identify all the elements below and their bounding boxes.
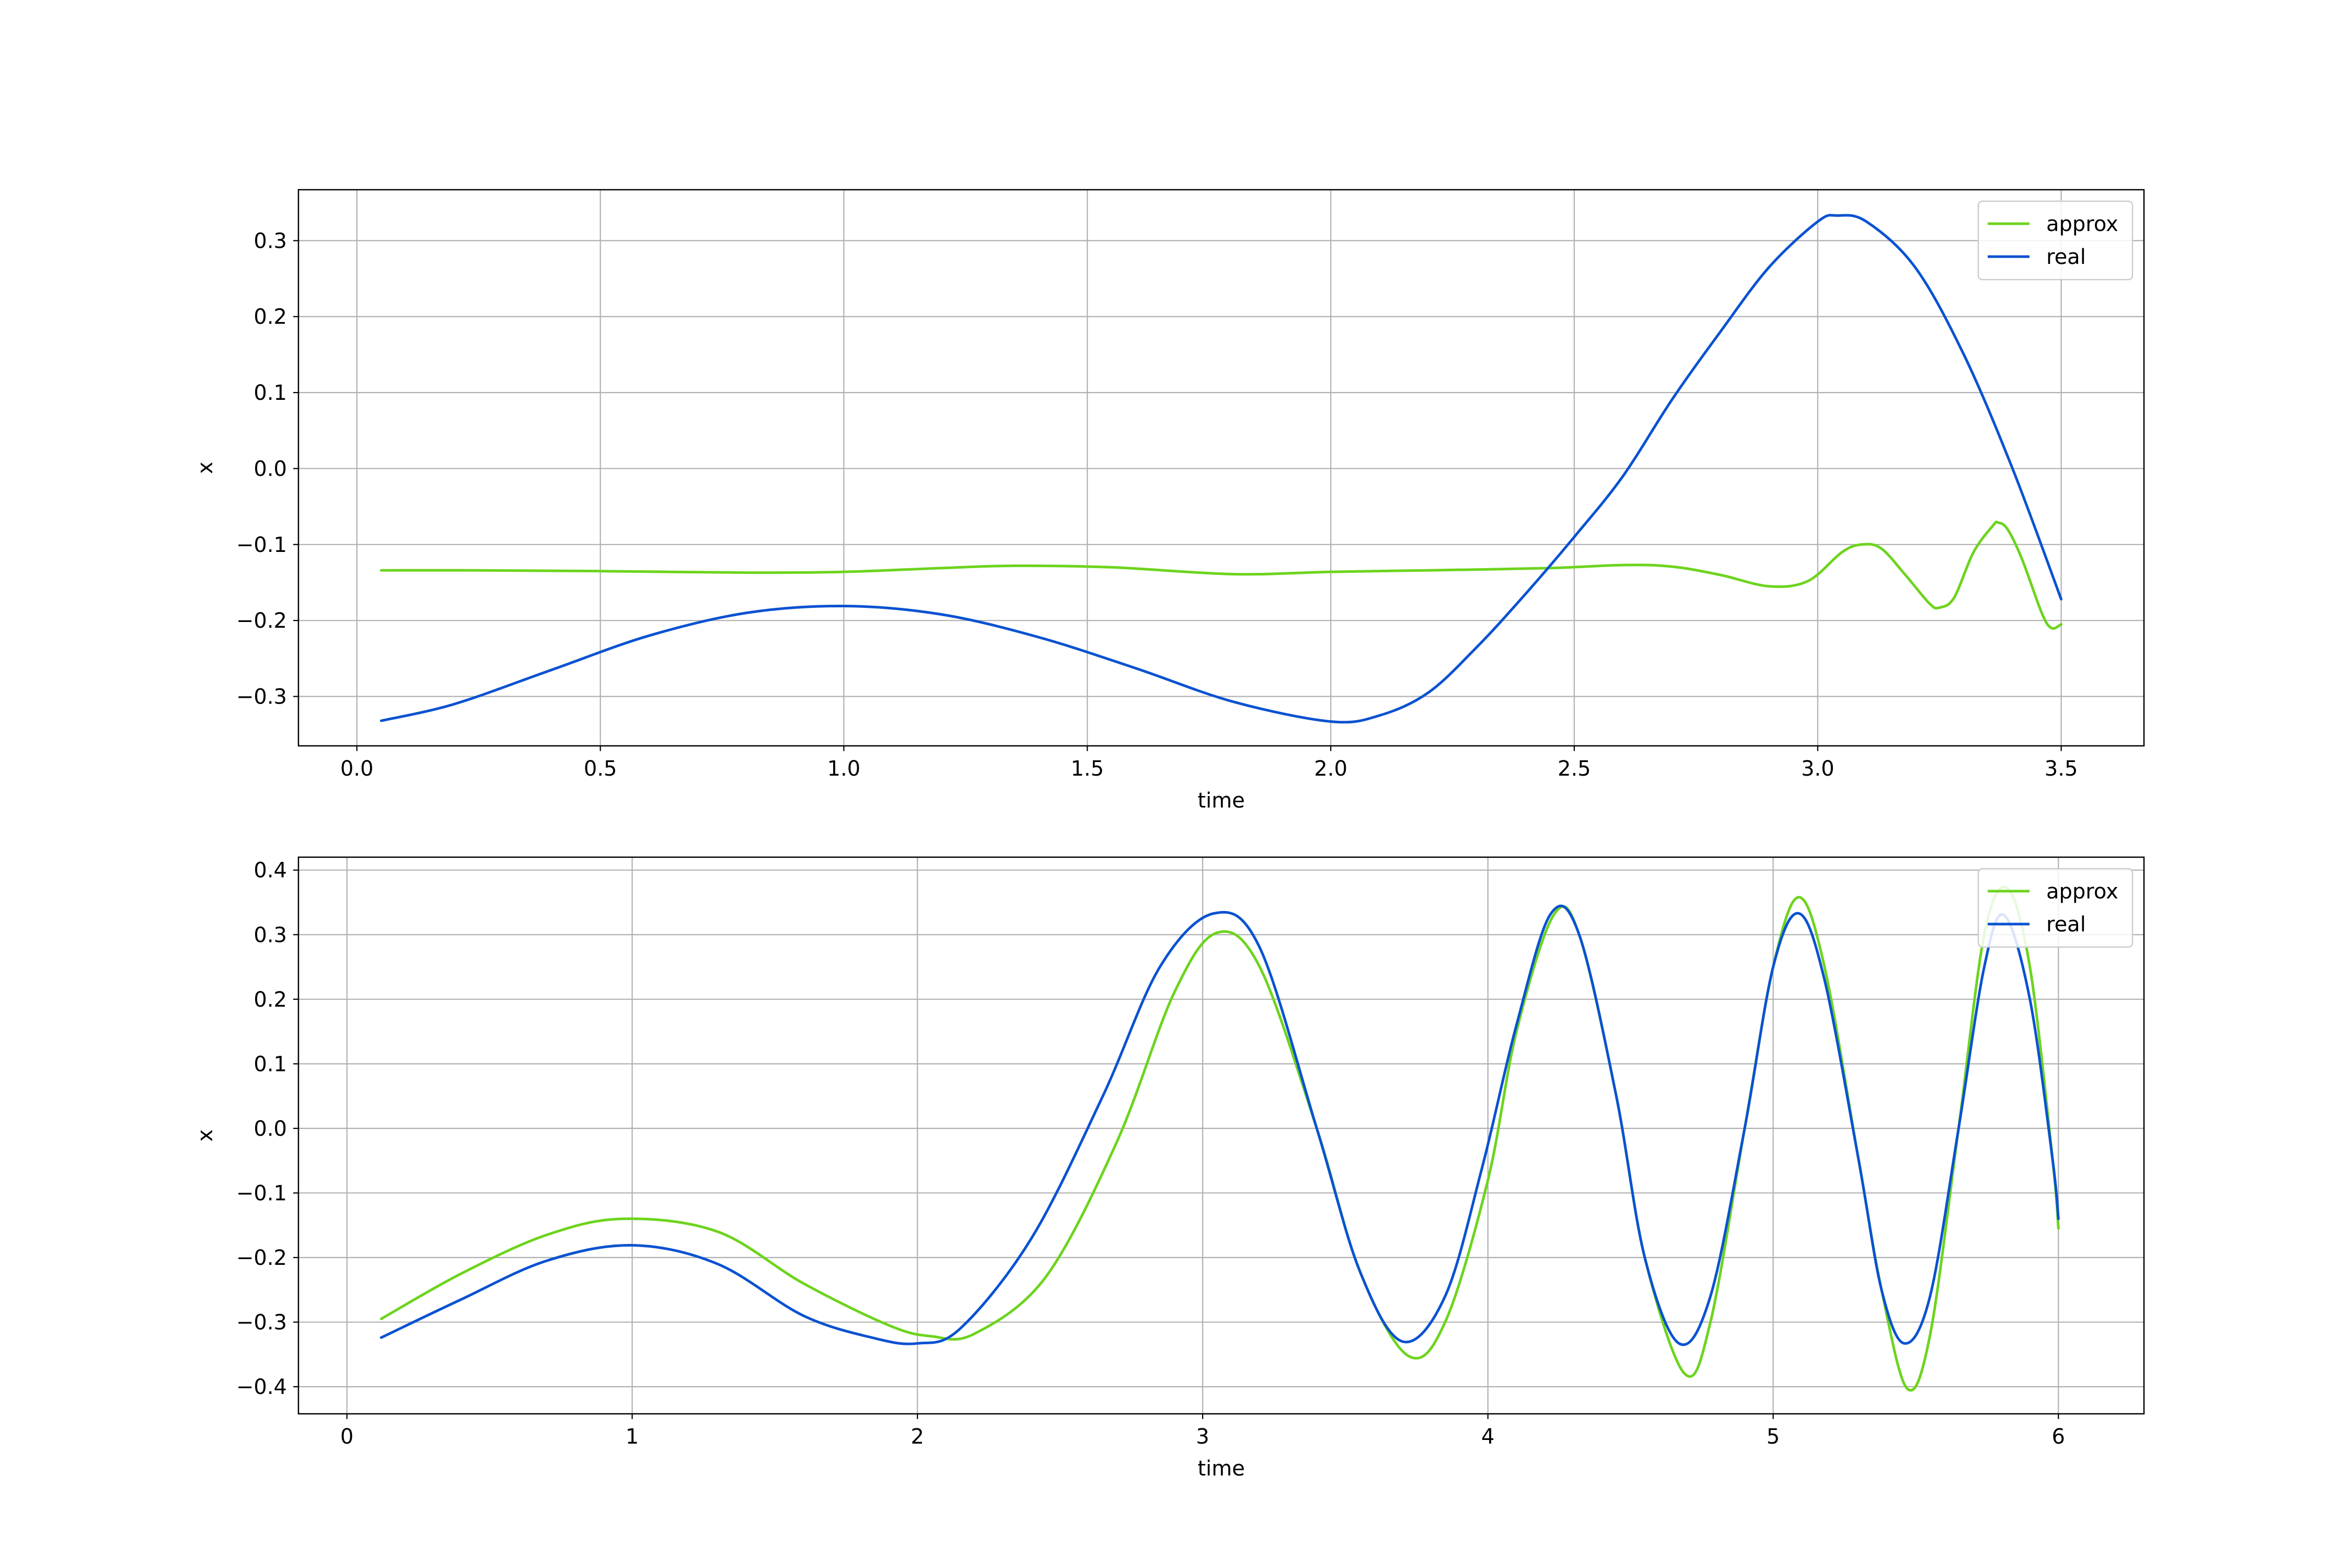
top-y-tick-label: −0.3 xyxy=(236,685,287,709)
bottom-x-tick-label: 3 xyxy=(1196,1425,1209,1449)
bottom-x-axis-label: time xyxy=(1197,1457,1244,1481)
bottom-legend-label-approx: approx xyxy=(2046,880,2118,904)
bottom-y-tick-label: 0.2 xyxy=(253,988,287,1012)
top-y-tick-label: 0.0 xyxy=(253,457,287,481)
bottom-grid xyxy=(298,857,2144,1414)
top-y-tick-label: −0.2 xyxy=(236,609,287,633)
bottom-legend-box xyxy=(1977,868,2134,948)
top-legend: approx real xyxy=(1977,200,2134,281)
bottom-series-line-real xyxy=(379,904,2060,1346)
bottom-y-tick-label: −0.2 xyxy=(236,1246,287,1270)
bottom-y-axis-label: x xyxy=(193,1129,217,1142)
bottom-plot: 0 1 2 3 4 5 6 −0.4 −0.3 −0.2 −0.1 0.0 0.1 0.2 0.3 0.4 t… xyxy=(193,856,2145,1481)
top-x-tick-label: 1.5 xyxy=(1070,757,1104,781)
top-x-tick-label: 1.0 xyxy=(827,757,861,781)
bottom-legend: approx real xyxy=(1977,868,2134,948)
top-y-tick-label: 0.2 xyxy=(253,305,287,329)
bottom-y-tick-label: −0.4 xyxy=(236,1375,287,1399)
top-x-tick-label: 0.0 xyxy=(340,757,374,781)
top-x-tick-label: 3.0 xyxy=(1801,757,1835,781)
top-x-axis-label: time xyxy=(1197,789,1244,813)
top-y-tick-label: 0.3 xyxy=(253,229,287,253)
top-y-axis-label: x xyxy=(193,462,217,474)
top-axes-frame xyxy=(297,189,2145,747)
top-series-line-real xyxy=(379,214,2063,724)
bottom-ticks: 0 1 2 3 4 5 6 −0.4 −0.3 −0.2 −0.1 0.0 0.1 0.2 0.3 0.4 xyxy=(236,859,2065,1449)
bottom-y-tick-label: −0.3 xyxy=(236,1311,287,1335)
top-legend-box xyxy=(1977,200,2134,281)
top-y-tick-label: 0.1 xyxy=(253,381,287,405)
top-x-tick-label: 0.5 xyxy=(584,757,617,781)
bottom-x-tick-label: 0 xyxy=(340,1425,353,1449)
bottom-series xyxy=(379,885,2060,1392)
bottom-x-tick-label: 1 xyxy=(626,1425,639,1449)
top-legend-label-real: real xyxy=(2046,245,2086,269)
bottom-x-tick-label: 6 xyxy=(2052,1425,2065,1449)
bottom-y-tick-label: 0.0 xyxy=(253,1117,287,1141)
top-y-tick-label: −0.1 xyxy=(236,533,287,557)
top-x-tick-label: 2.5 xyxy=(1558,757,1591,781)
bottom-x-tick-label: 5 xyxy=(1767,1425,1780,1449)
top-ticks: 0.0 0.5 1.0 1.5 2.0 2.5 3.0 3.5 −0.3 −0.2 −0.1 0.0 0… xyxy=(236,229,2078,781)
top-x-tick-label: 2.0 xyxy=(1314,757,1347,781)
bottom-y-tick-label: 0.4 xyxy=(253,859,287,883)
bottom-y-tick-label: −0.1 xyxy=(236,1181,287,1205)
top-legend-label-approx: approx xyxy=(2046,212,2118,236)
bottom-y-tick-label: 0.1 xyxy=(253,1052,287,1076)
bottom-y-tick-label: 0.3 xyxy=(253,923,287,947)
top-x-tick-label: 3.5 xyxy=(2045,757,2078,781)
top-series-line-approx xyxy=(379,520,2063,630)
bottom-legend-label-real: real xyxy=(2046,913,2086,937)
bottom-x-tick-label: 4 xyxy=(1481,1425,1494,1449)
top-series xyxy=(379,214,2063,724)
bottom-x-tick-label: 2 xyxy=(911,1425,924,1449)
top-grid xyxy=(298,190,2144,746)
top-plot: 0.0 0.5 1.0 1.5 2.0 2.5 3.0 3.5 −0.3 −0.2 −0.1 0.0 0… xyxy=(193,189,2145,813)
bottom-axes-frame xyxy=(297,856,2145,1415)
